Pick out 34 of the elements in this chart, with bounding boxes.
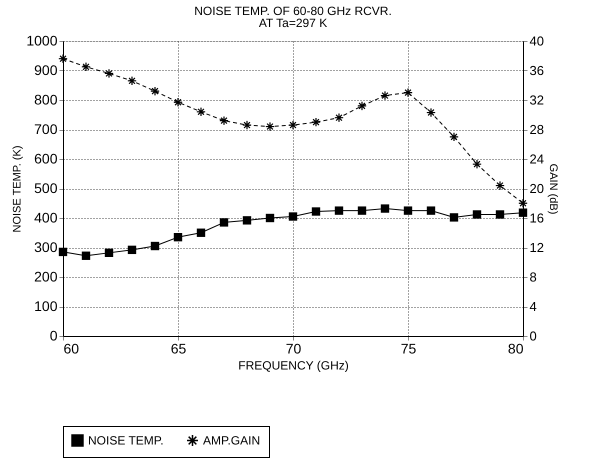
y2-tick-label: 28 xyxy=(530,122,544,137)
x-tick-label: 60 xyxy=(64,340,80,356)
y-tick-label: 400 xyxy=(34,210,58,226)
y-tick-label: 500 xyxy=(34,180,58,196)
y-tick-label: 800 xyxy=(34,92,58,108)
legend-label: NOISE TEMP. xyxy=(88,434,164,448)
y-tick-label: 1000 xyxy=(26,32,58,48)
y2-tick-label: 20 xyxy=(530,181,544,196)
y-tick-label: 100 xyxy=(34,298,58,314)
chart-title: NOISE TEMP. OF 60-80 GHz RCVR. xyxy=(194,4,392,18)
y2-tick-label: 0 xyxy=(530,328,537,344)
y2-tick-label: 4 xyxy=(530,299,537,314)
y2-tick-label: 16 xyxy=(530,210,544,226)
x-axis-title: FREQUENCY (GHz) xyxy=(238,358,349,372)
x-tick-label: 65 xyxy=(170,340,186,356)
x-tick-label: 70 xyxy=(286,340,302,356)
y2-tick-label: 32 xyxy=(530,92,544,108)
legend-label: AMP.GAIN xyxy=(203,434,260,448)
y2-tick-label: 12 xyxy=(530,240,544,255)
y-axis-title: NOISE TEMP. (K) xyxy=(11,145,24,233)
y-tick-label: 600 xyxy=(34,150,58,166)
y-tick-label: 200 xyxy=(34,268,58,284)
y2-tick-label: 24 xyxy=(530,152,544,166)
x-tick-label: 75 xyxy=(400,340,416,356)
y-tick-label: 300 xyxy=(34,239,58,255)
y2-tick-label: 8 xyxy=(530,270,537,284)
chart-subtitle: AT Ta=297 K xyxy=(258,16,328,30)
y-tick-label: 0 xyxy=(50,328,58,344)
y2-axis-title: GAIN (dB) xyxy=(546,164,559,214)
x-tick-label: 80 xyxy=(508,340,524,356)
y2-tick-label: 36 xyxy=(530,63,544,78)
y-tick-label: 700 xyxy=(34,121,58,137)
y-tick-label: 900 xyxy=(34,62,58,78)
y2-tick-label: 40 xyxy=(530,34,544,48)
